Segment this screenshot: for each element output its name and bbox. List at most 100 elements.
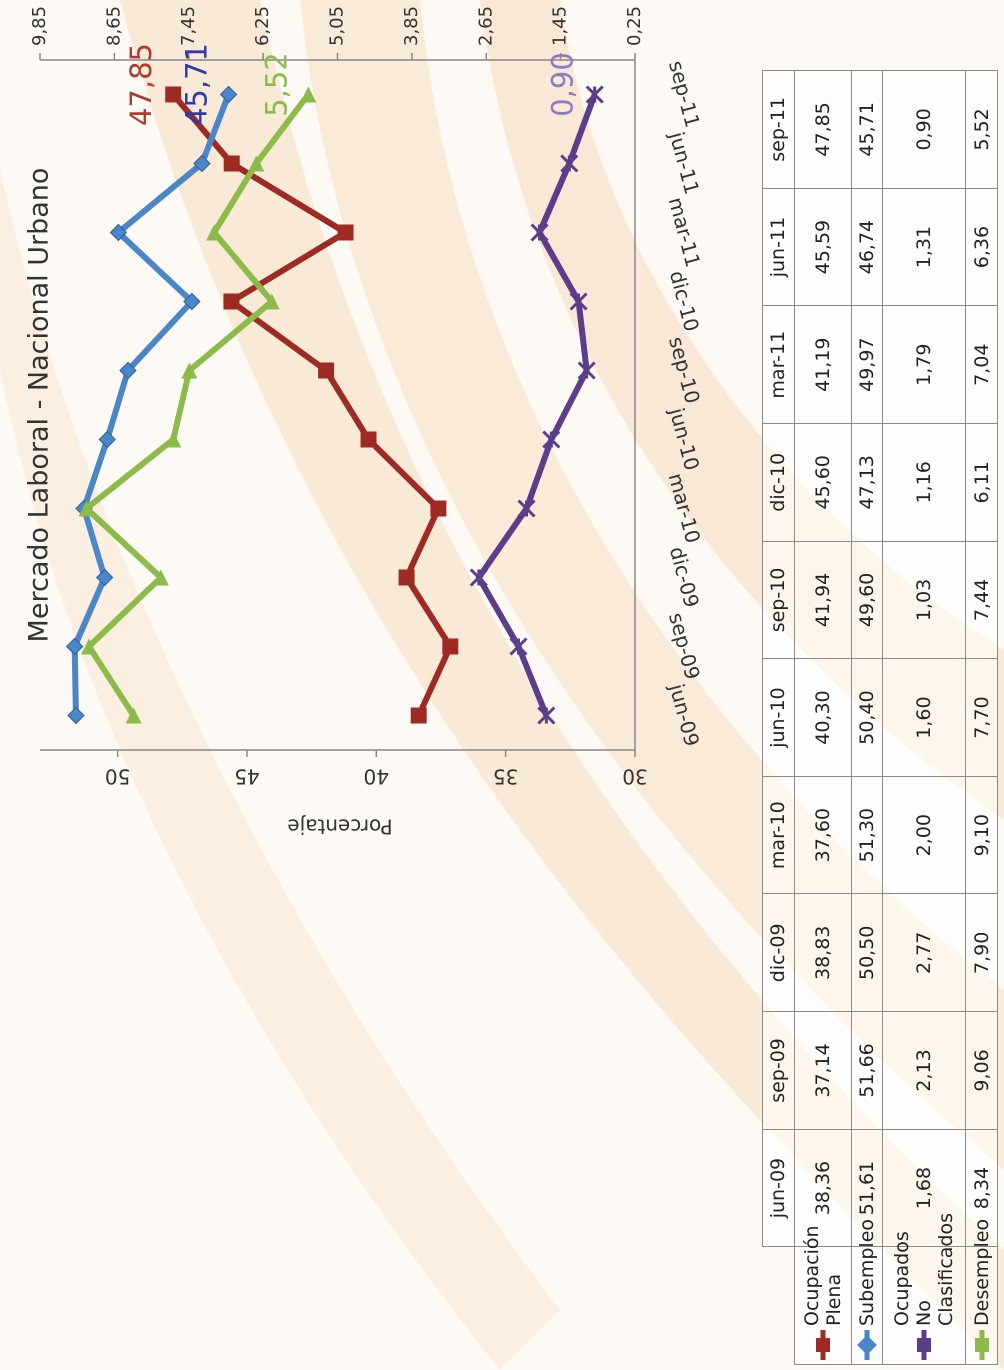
y2-tick-label: 0,25 xyxy=(624,6,645,46)
table-header-cell: jun-11 xyxy=(763,188,795,306)
y-tick-label: 45 xyxy=(234,765,259,789)
legend-marker xyxy=(917,1338,931,1352)
legend-cell: Ocupación Plena xyxy=(794,1247,851,1365)
legend-cell: Desempleo xyxy=(966,1247,998,1365)
table-cell: 37,60 xyxy=(794,776,851,894)
table-header-cell: jun-09 xyxy=(763,1129,795,1247)
table-header-cell: jun-10 xyxy=(763,659,795,777)
y2-tick-label: 6,25 xyxy=(252,6,273,46)
legend-marker xyxy=(975,1338,989,1352)
legend-entry: Subempleo xyxy=(856,1251,878,1360)
x-tick-label: jun-11 xyxy=(664,128,704,197)
table-header-cell: mar-10 xyxy=(763,776,795,894)
table-cell: 0,90 xyxy=(883,71,966,189)
marker xyxy=(223,294,239,310)
legend-label: Ocupación Plena xyxy=(801,1225,845,1326)
table-cell: 1,79 xyxy=(883,306,966,424)
y-tick-label: 40 xyxy=(364,765,389,789)
table-cell: 2,00 xyxy=(883,776,966,894)
table-cell: 45,71 xyxy=(851,71,883,189)
table-cell: 9,06 xyxy=(966,1012,998,1130)
table-header-row: jun-09sep-09dic-09mar-10jun-10sep-10dic-… xyxy=(763,71,795,1365)
y2-tick-label: 9,85 xyxy=(29,6,50,46)
table-cell: 47,13 xyxy=(851,424,883,542)
data-label: 45,71 xyxy=(180,43,214,126)
legend-cell: Subempleo xyxy=(851,1247,883,1365)
table-cell: 45,60 xyxy=(794,424,851,542)
table-cell: 1,16 xyxy=(883,424,966,542)
data-label: 5,52 xyxy=(259,52,293,117)
table-cell: 5,52 xyxy=(966,71,998,189)
table-cell: 41,94 xyxy=(794,541,851,659)
chart-frame: Mercado Laboral - Nacional Urbano Porcen… xyxy=(0,0,1004,1370)
x-tick-label: sep-11 xyxy=(664,58,705,130)
y-axis-label: Porcentaje xyxy=(287,815,392,839)
table-header-cell: dic-09 xyxy=(763,894,795,1012)
y2-tick-label: 7,45 xyxy=(178,6,199,46)
legend-entry: Desempleo xyxy=(971,1251,993,1360)
data-label: 0,90 xyxy=(546,52,580,117)
marker xyxy=(338,225,354,241)
table-header-cell: sep-09 xyxy=(763,1012,795,1130)
table-cell: 50,40 xyxy=(851,659,883,777)
marker xyxy=(165,432,181,448)
table-cell: 1,60 xyxy=(883,659,966,777)
legend-key xyxy=(914,1330,934,1360)
marker xyxy=(442,639,458,655)
legend-marker xyxy=(857,1335,877,1355)
y2-tick-label: 2,65 xyxy=(475,6,496,46)
marker xyxy=(510,639,526,655)
table-cell: 50,50 xyxy=(851,894,883,1012)
marker xyxy=(68,708,84,724)
table-header-cell: sep-11 xyxy=(763,71,795,189)
table-cell: 1,03 xyxy=(883,541,966,659)
y2-tick-label: 8,65 xyxy=(103,6,124,46)
table-cell: 38,83 xyxy=(794,894,851,1012)
y2-tick-label: 1,45 xyxy=(550,6,571,46)
x-tick-label: dic-09 xyxy=(665,544,704,610)
table-cell: 7,70 xyxy=(966,659,998,777)
page: Mercado Laboral - Nacional Urbano Porcen… xyxy=(0,0,1004,1370)
legend-label: Desempleo xyxy=(971,1219,993,1326)
table-cell: 37,14 xyxy=(794,1012,851,1130)
table-cell: 49,97 xyxy=(851,306,883,424)
marker xyxy=(318,363,334,379)
legend-label: Subempleo xyxy=(856,1219,878,1326)
legend-key xyxy=(857,1330,877,1360)
table-row: Ocupados No Clasificados1,682,132,772,00… xyxy=(883,71,966,1365)
data-label: 47,85 xyxy=(124,43,158,126)
y-tick-label: 35 xyxy=(493,765,518,789)
table-cell: 7,44 xyxy=(966,541,998,659)
table-cell: 46,74 xyxy=(851,188,883,306)
legend-marker xyxy=(816,1338,830,1352)
y-tick-label: 30 xyxy=(622,765,647,789)
table-cell: 1,31 xyxy=(883,188,966,306)
legend-key xyxy=(972,1330,992,1360)
marker xyxy=(361,432,377,448)
legend-entry: Ocupados No Clasificados xyxy=(891,1251,957,1360)
table-cell: 51,30 xyxy=(851,776,883,894)
table-corner xyxy=(763,1247,795,1365)
table-cell: 7,04 xyxy=(966,306,998,424)
marker xyxy=(411,708,427,724)
table-header-cell: dic-10 xyxy=(763,424,795,542)
marker xyxy=(471,570,487,586)
table-cell: 45,59 xyxy=(794,188,851,306)
table-cell: 40,30 xyxy=(794,659,851,777)
table-cell: 6,36 xyxy=(966,188,998,306)
legend-key xyxy=(813,1330,833,1360)
table-cell: 6,11 xyxy=(966,424,998,542)
data-table: jun-09sep-09dic-09mar-10jun-10sep-10dic-… xyxy=(762,70,998,1365)
legend-entry: Ocupación Plena xyxy=(801,1251,845,1360)
marker xyxy=(399,570,415,586)
table-cell: 2,77 xyxy=(883,894,966,1012)
table-cell: 51,66 xyxy=(851,1012,883,1130)
chart-title: Mercado Laboral - Nacional Urbano xyxy=(24,168,55,643)
marker xyxy=(430,501,446,517)
table-cell: 41,19 xyxy=(794,306,851,424)
table-header-cell: mar-11 xyxy=(763,306,795,424)
y-tick-label: 50 xyxy=(105,765,130,789)
marker xyxy=(579,363,595,379)
